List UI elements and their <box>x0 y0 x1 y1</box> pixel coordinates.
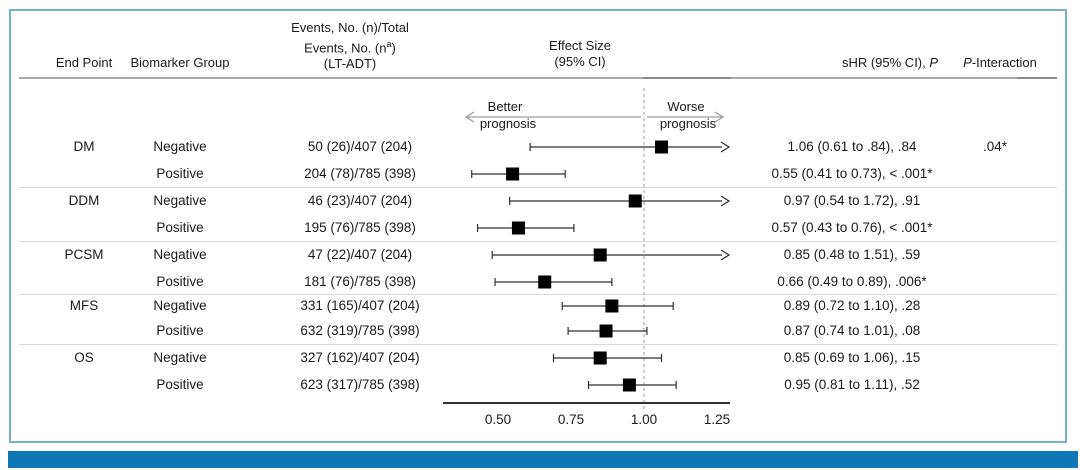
group-separator <box>19 294 1057 295</box>
biomarker-group-label: Positive <box>156 323 204 338</box>
events-value: 331 (165)/407 (204) <box>300 298 420 313</box>
biomarker-group-label: Positive <box>156 220 204 235</box>
better-prognosis-label-top: Better <box>487 99 523 114</box>
shr-ci-p-value: 0.97 (0.54 to 1.72), .91 <box>783 193 921 208</box>
events-value: 181 (76)/785 (398) <box>304 274 416 289</box>
x-tick-label: 1.25 <box>703 412 731 427</box>
x-tick-label: 0.50 <box>484 412 512 427</box>
worse-prognosis-label-top: Worse <box>667 99 705 114</box>
header-rule-dark-segment <box>1017 77 1057 79</box>
biomarker-group-label: Positive <box>156 377 204 392</box>
biomarker-group-label: Negative <box>153 193 207 208</box>
column-header-events: Events, No. (n)/Total Events, No. (na) (… <box>291 20 409 72</box>
p-interaction-value: .04* <box>982 139 1008 154</box>
group-separator <box>19 344 1057 345</box>
biomarker-group-label: Negative <box>153 350 207 365</box>
events-value: 50 (26)/407 (204) <box>307 139 413 154</box>
endpoint-label: DDM <box>68 193 100 208</box>
column-header-p-interaction: P-Interaction <box>963 55 1037 70</box>
shr-ci-p-value: 0.85 (0.69 to 1.06), .15 <box>783 350 921 365</box>
column-header-effect-size: Effect Size (95% CI) <box>549 38 611 69</box>
endpoint-label: OS <box>74 350 94 365</box>
endpoint-label: PCSM <box>64 247 104 262</box>
column-header-shr: sHR (95% CI), P <box>841 55 939 70</box>
worse-prognosis-label-bottom: prognosis <box>659 116 717 131</box>
endpoint-label: MFS <box>69 298 99 313</box>
group-separator <box>19 187 1057 188</box>
biomarker-group-label: Negative <box>153 139 207 154</box>
shr-ci-p-value: 0.89 (0.72 to 1.10), .28 <box>783 298 921 313</box>
shr-ci-p-value: 0.95 (0.81 to 1.11), .52 <box>784 377 920 392</box>
group-separator <box>19 241 1057 242</box>
biomarker-group-label: Negative <box>153 298 207 313</box>
shr-ci-p-value: 0.66 (0.49 to 0.89), .006* <box>777 274 927 289</box>
shr-ci-p-value: 0.57 (0.43 to 0.76), < .001* <box>771 220 933 235</box>
biomarker-group-label: Negative <box>153 247 207 262</box>
biomarker-group-label: Positive <box>156 274 204 289</box>
header-rule <box>19 77 1057 79</box>
header-rule-dark-segment <box>643 77 731 79</box>
events-value: 46 (23)/407 (204) <box>307 193 413 208</box>
figure-panel-border <box>9 9 1067 443</box>
column-header-endpoint: End Point <box>55 55 113 70</box>
endpoint-label: DM <box>73 139 95 154</box>
shr-ci-p-value: 0.85 (0.48 to 1.51), .59 <box>783 247 921 262</box>
events-value: 327 (162)/407 (204) <box>300 350 420 365</box>
biomarker-group-label: Positive <box>156 166 204 181</box>
figure-accent-bar <box>8 451 1078 468</box>
shr-ci-p-value: 0.87 (0.74 to 1.01), .08 <box>783 323 921 338</box>
shr-ci-p-value: 0.55 (0.41 to 0.73), < .001* <box>771 166 933 181</box>
shr-ci-p-value: 1.06 (0.61 to .84), .84 <box>787 139 917 154</box>
column-header-biomarker: Biomarker Group <box>130 55 230 70</box>
events-value: 195 (76)/785 (398) <box>304 220 416 235</box>
events-value: 204 (78)/785 (398) <box>304 166 416 181</box>
events-value: 47 (22)/407 (204) <box>307 247 413 262</box>
x-tick-label: 0.75 <box>557 412 585 427</box>
events-value: 623 (317)/785 (398) <box>300 377 420 392</box>
better-prognosis-label-bottom: prognosis <box>479 116 537 131</box>
x-tick-label: 1.00 <box>630 412 658 427</box>
events-value: 632 (319)/785 (398) <box>300 323 420 338</box>
